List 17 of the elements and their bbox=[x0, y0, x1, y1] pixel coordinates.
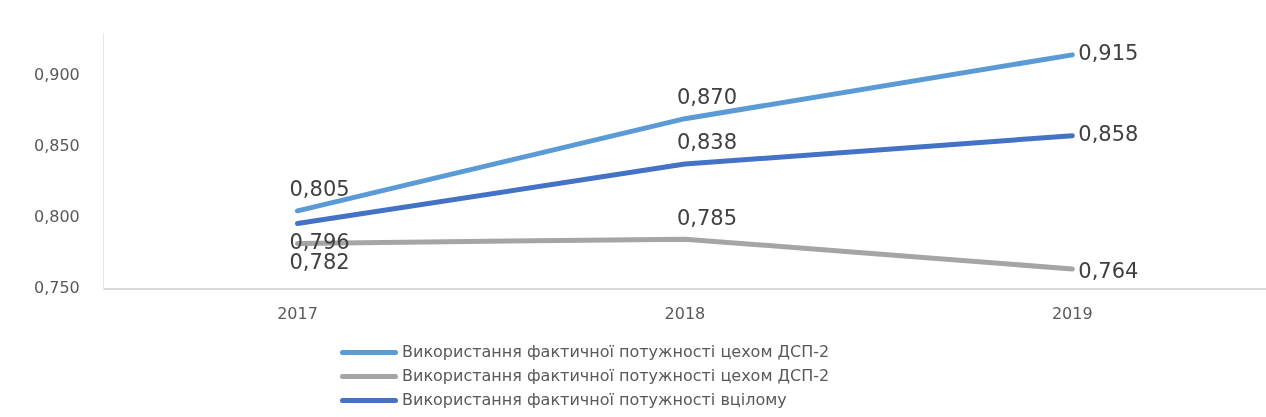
data-label: 0,915 bbox=[1078, 41, 1139, 66]
y-tick-label: 0,850 bbox=[33, 136, 80, 156]
y-tick-label: 0,900 bbox=[33, 65, 80, 85]
legend-label: Використання фактичної потужності цехом ДСП-2 bbox=[402, 365, 830, 387]
data-label: 0,764 bbox=[1078, 259, 1139, 284]
x-tick-label: 2019 bbox=[1051, 303, 1093, 323]
data-label: 0,805 bbox=[289, 177, 350, 202]
data-label: 0,858 bbox=[1078, 122, 1139, 147]
legend-label: Використання фактичної потужності цехом ДСП-2 bbox=[402, 341, 830, 363]
x-tick-label: 2017 bbox=[277, 303, 318, 323]
data-label: 0,870 bbox=[676, 85, 738, 110]
y-tick-label: 0,750 bbox=[33, 277, 80, 297]
data-label: 0,785 bbox=[676, 205, 738, 230]
x-tick-label: 2018 bbox=[664, 303, 706, 323]
legend-label: Використання фактичної потужності вцілому bbox=[402, 389, 787, 411]
data-label: 0,838 bbox=[676, 130, 738, 155]
y-tick-label: 0,800 bbox=[33, 207, 80, 227]
